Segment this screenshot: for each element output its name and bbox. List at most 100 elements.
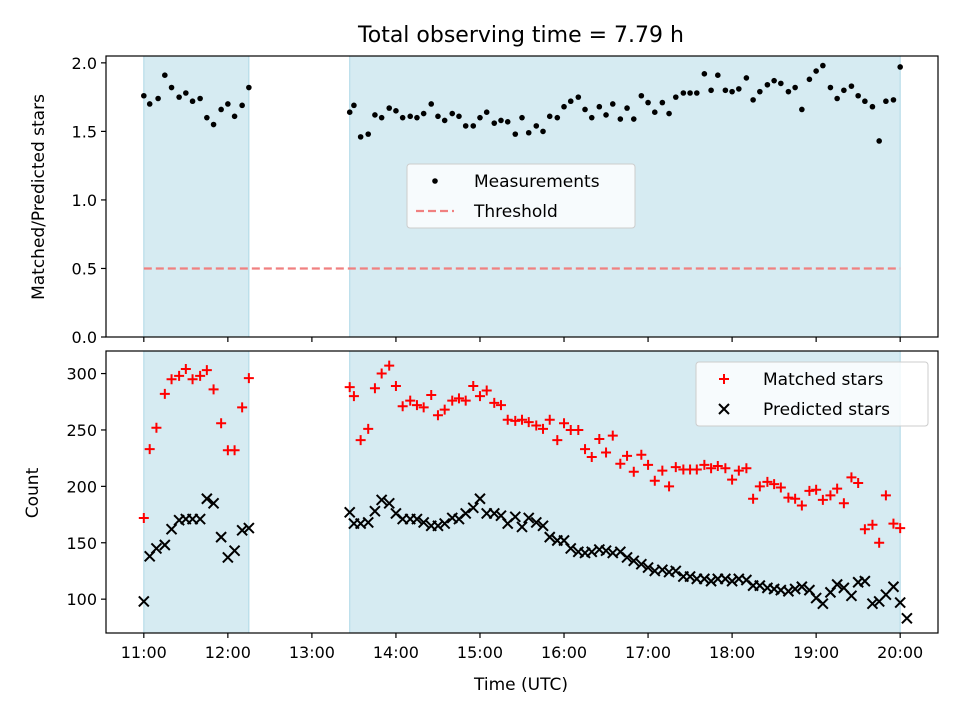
data-point xyxy=(504,118,511,125)
data-point xyxy=(638,92,645,99)
data-point xyxy=(215,531,227,543)
data-point xyxy=(848,83,855,89)
data-point xyxy=(859,575,871,587)
data-point xyxy=(666,110,672,117)
data-point xyxy=(792,84,798,91)
data-point xyxy=(428,101,435,107)
data-point xyxy=(790,493,801,504)
data-point xyxy=(628,466,639,477)
data-point xyxy=(544,531,556,543)
data-point xyxy=(883,98,889,105)
legend: Matched stars Predicted stars xyxy=(695,361,929,427)
data-point xyxy=(867,519,878,530)
data-point xyxy=(483,109,490,115)
data-point xyxy=(617,116,624,122)
data-point xyxy=(748,493,759,504)
data-point xyxy=(519,114,525,121)
data-point xyxy=(607,430,618,441)
data-point xyxy=(470,123,477,129)
data-point xyxy=(399,114,406,121)
legend-label: Threshold xyxy=(473,202,558,222)
data-point xyxy=(246,84,252,91)
y-tick-label: 300 xyxy=(66,365,97,384)
panel-count: 100 150 200 250 300 11:00 12:00 13:00 14:00 15:00… xyxy=(66,350,939,662)
data-point xyxy=(236,524,248,537)
data-point xyxy=(769,479,780,490)
y-tick-label: 1.5 xyxy=(72,122,97,141)
data-point xyxy=(609,101,616,107)
data-point xyxy=(460,395,471,406)
data-point xyxy=(876,138,882,144)
data-point xyxy=(384,360,395,371)
data-point xyxy=(369,383,380,394)
data-point xyxy=(197,95,203,102)
y-tick-label: 0.5 xyxy=(72,259,97,278)
data-point xyxy=(841,87,847,94)
data-point xyxy=(582,106,588,113)
data-point xyxy=(901,612,913,625)
x-axis-label: Time (UTC) xyxy=(473,675,568,695)
data-point xyxy=(174,370,185,381)
data-point xyxy=(799,106,805,113)
data-point xyxy=(762,476,773,487)
data-point xyxy=(785,88,792,95)
legend-box xyxy=(406,163,636,229)
data-point xyxy=(201,365,212,376)
data-point xyxy=(894,596,906,609)
data-point xyxy=(624,105,630,111)
data-point xyxy=(525,129,532,136)
observing-window-band xyxy=(143,350,250,634)
data-point xyxy=(817,494,828,505)
x-tick-label: 19:00 xyxy=(793,643,839,662)
data-point xyxy=(512,131,519,137)
data-point xyxy=(635,558,648,570)
data-point xyxy=(474,493,486,505)
data-point xyxy=(561,103,567,110)
data-point xyxy=(537,520,549,532)
data-point xyxy=(418,402,429,413)
data-point xyxy=(208,384,219,395)
data-point xyxy=(698,573,711,585)
data-point xyxy=(586,452,597,463)
legend-label: Predicted stars xyxy=(763,400,890,420)
data-point xyxy=(596,103,603,110)
data-point xyxy=(441,117,448,124)
data-point xyxy=(712,461,723,472)
data-point xyxy=(411,400,422,411)
data-point xyxy=(642,561,654,574)
data-point xyxy=(363,423,374,434)
data-point xyxy=(383,497,395,509)
data-point xyxy=(439,404,450,415)
data-point xyxy=(615,458,626,469)
data-point xyxy=(672,94,679,100)
x-tick-label: 14:00 xyxy=(373,643,419,662)
data-point xyxy=(344,382,355,393)
data-point xyxy=(146,101,153,107)
data-point xyxy=(705,575,717,587)
data-point xyxy=(432,520,444,532)
data-point xyxy=(407,113,414,120)
data-point xyxy=(736,86,742,92)
y-tick-label: 150 xyxy=(66,534,97,553)
data-point xyxy=(722,87,729,94)
data-point xyxy=(764,81,771,88)
data-point xyxy=(411,513,423,525)
y-tick-label: 1.0 xyxy=(72,191,97,210)
data-point xyxy=(348,391,359,402)
data-point xyxy=(243,373,254,384)
data-point xyxy=(811,484,822,495)
data-point xyxy=(694,90,700,96)
data-point xyxy=(727,474,738,485)
data-point xyxy=(594,433,605,444)
data-point xyxy=(237,402,248,413)
data-point xyxy=(820,62,826,69)
data-point xyxy=(187,374,198,385)
data-point xyxy=(531,420,542,431)
data-point xyxy=(628,555,640,567)
data-point xyxy=(743,75,750,81)
data-point xyxy=(657,465,668,476)
x-tick-label: 13:00 xyxy=(289,643,335,662)
data-point xyxy=(351,102,357,109)
data-point xyxy=(201,493,213,505)
